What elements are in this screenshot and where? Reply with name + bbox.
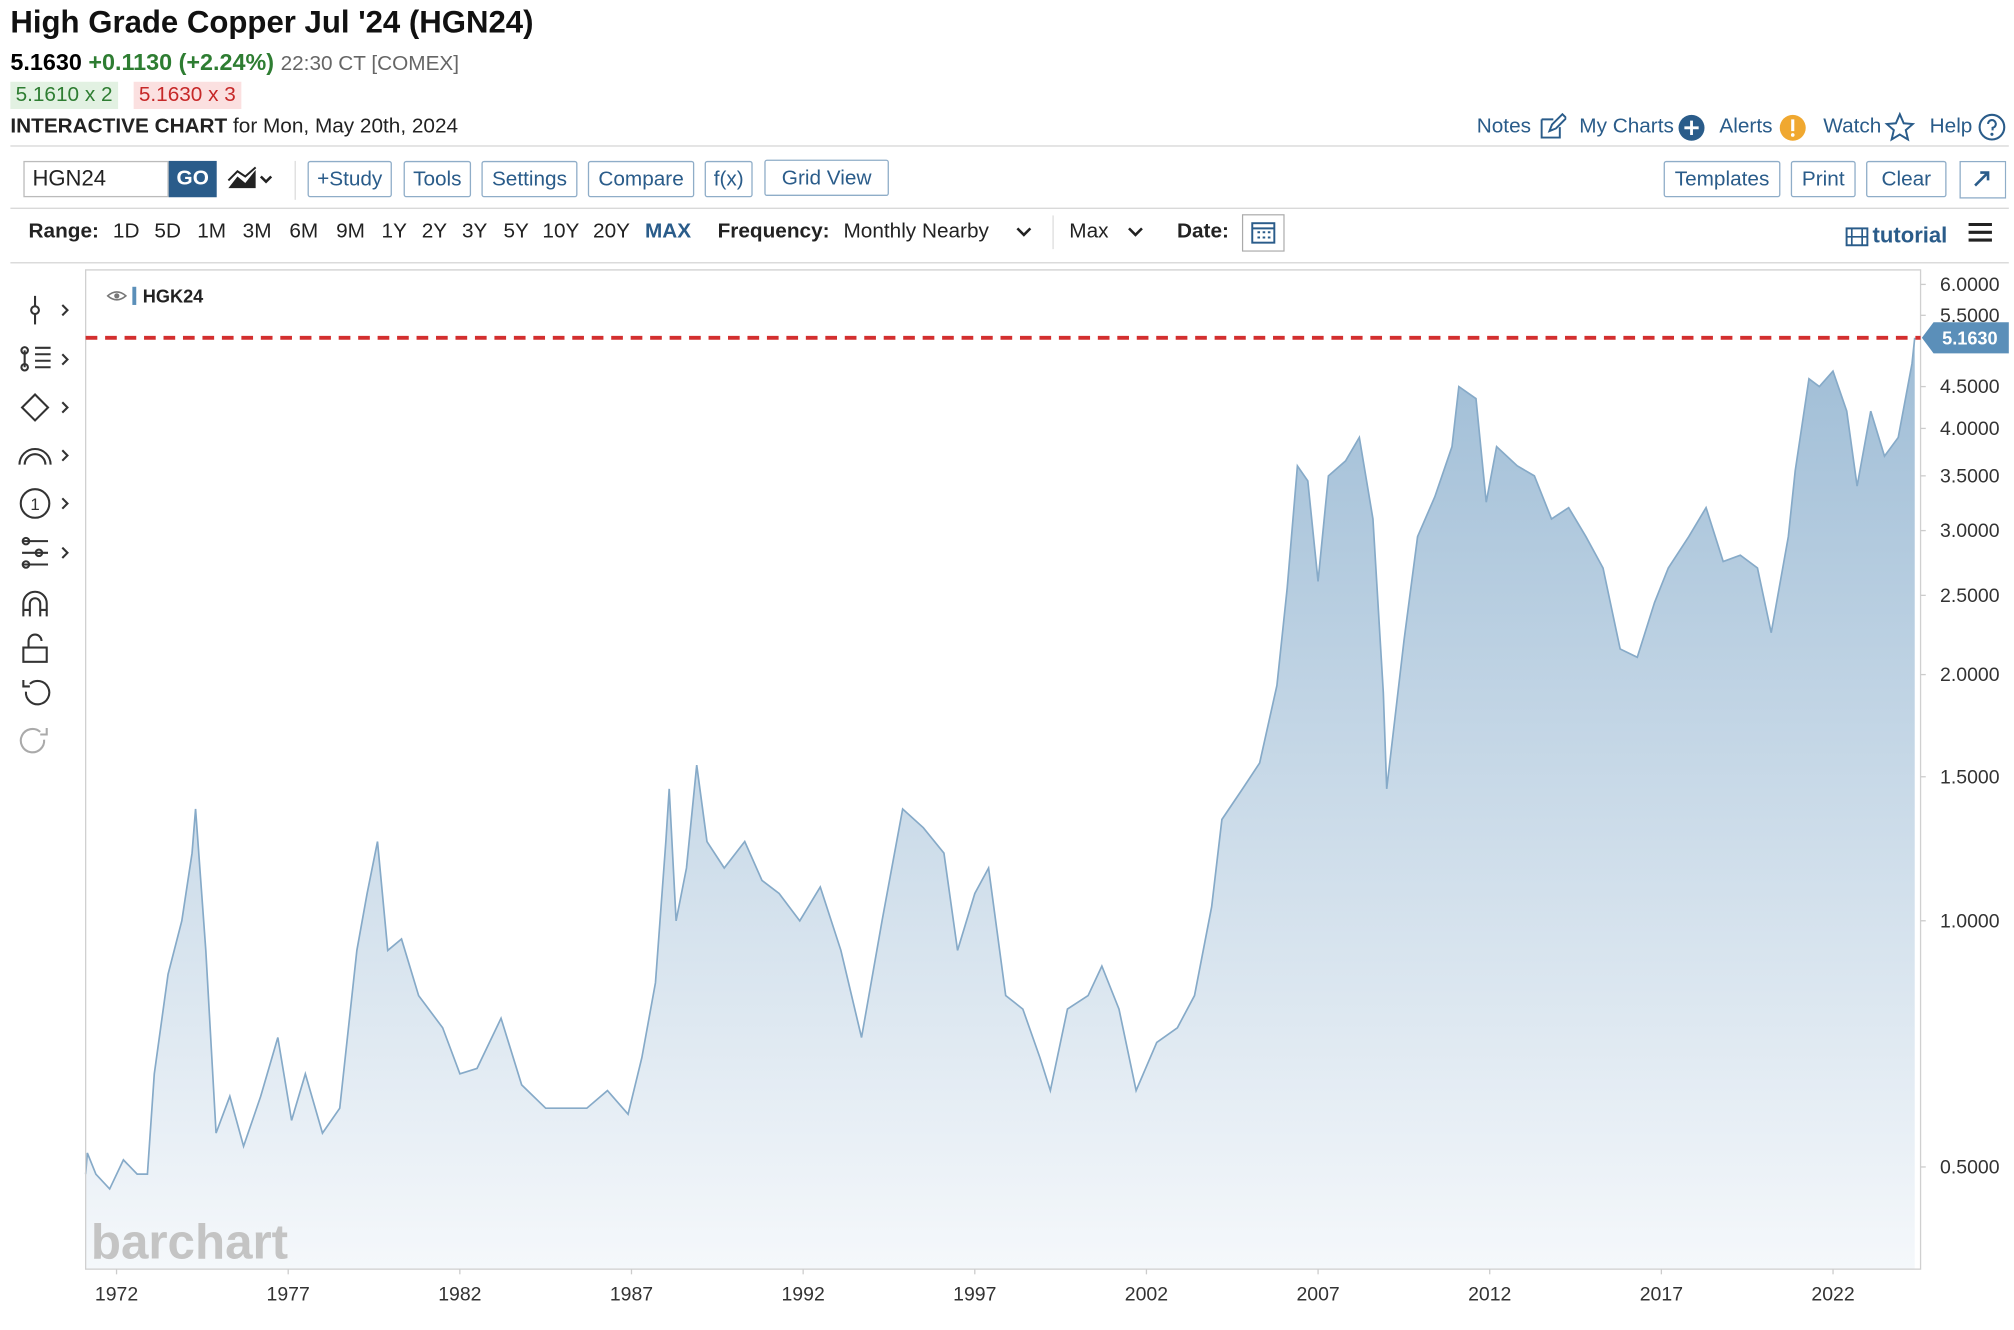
chart-label: INTERACTIVE CHART bbox=[10, 115, 228, 138]
divider bbox=[10, 145, 2009, 147]
x-tick-label: 1977 bbox=[267, 1283, 310, 1305]
x-tick-label: 1987 bbox=[610, 1283, 653, 1305]
separator bbox=[1052, 215, 1054, 250]
compare-button[interactable]: Compare bbox=[587, 160, 695, 198]
symbol-input[interactable]: HGN24 bbox=[23, 160, 169, 198]
x-tick-label: 2022 bbox=[1811, 1283, 1854, 1305]
fx-button[interactable]: f(x) bbox=[704, 160, 753, 198]
area-line bbox=[84, 337, 1916, 1191]
y-tick-label: 2.5000 bbox=[1940, 585, 2000, 607]
x-tick-label: 1972 bbox=[95, 1283, 138, 1305]
templates-button[interactable]: Templates bbox=[1663, 160, 1781, 198]
x-tick-label: 1992 bbox=[781, 1283, 824, 1305]
bid: 5.1610 x 2 bbox=[10, 81, 118, 110]
area-fill bbox=[85, 337, 1915, 1270]
range-option[interactable]: 6M bbox=[289, 220, 319, 243]
y-tick-label: 2.0000 bbox=[1940, 664, 2000, 686]
alerts-icon bbox=[1779, 114, 1806, 141]
date-label: Date: bbox=[1176, 220, 1229, 243]
svg-text:1: 1 bbox=[30, 495, 39, 514]
chevron bbox=[1128, 227, 1143, 237]
x-tick-label: 2017 bbox=[1640, 1283, 1683, 1305]
study-button[interactable]: +Study bbox=[307, 160, 392, 198]
separator bbox=[294, 160, 296, 200]
x-tick-label: 2002 bbox=[1125, 1283, 1168, 1305]
frequency-select[interactable]: Monthly Nearby bbox=[843, 220, 989, 243]
range-option[interactable]: 10Y bbox=[542, 220, 580, 243]
quote-time: 22:30 CT [COMEX] bbox=[280, 53, 460, 76]
date-picker[interactable] bbox=[1241, 214, 1285, 252]
chevron bbox=[1016, 227, 1032, 237]
period-select[interactable]: Max bbox=[1069, 220, 1109, 243]
title: High Grade Copper Jul '24 (HGN24) bbox=[10, 5, 534, 41]
visibility-icon-dot bbox=[114, 293, 120, 299]
y-tick-label: 4.0000 bbox=[1940, 418, 2000, 440]
tutorial-link[interactable]: tutorial bbox=[1872, 223, 1948, 248]
price-change: +0.1130 (+2.24%) bbox=[88, 49, 275, 76]
x-tick-label: 2007 bbox=[1296, 1283, 1339, 1305]
alerts-link[interactable]: Alerts bbox=[1719, 115, 1773, 138]
my-charts-link[interactable]: My Charts bbox=[1579, 115, 1674, 138]
tutorial-icon bbox=[1845, 227, 1869, 247]
notes-link[interactable]: Notes bbox=[1476, 115, 1531, 138]
chart-date: for Mon, May 20th, 2024 bbox=[233, 115, 459, 138]
settings-button[interactable]: Settings bbox=[481, 160, 578, 198]
legend-swatch bbox=[132, 286, 137, 305]
range-option[interactable]: 3M bbox=[242, 220, 272, 243]
legend-label: HGK24 bbox=[143, 286, 204, 306]
last-price: 5.1630 bbox=[10, 49, 82, 76]
range-option[interactable]: 1M bbox=[197, 220, 227, 243]
drawing-tools: 1 bbox=[18, 295, 69, 754]
x-tick-label: 1997 bbox=[953, 1283, 996, 1305]
y-tick-label: 4.5000 bbox=[1940, 376, 2000, 398]
range-option[interactable]: 1Y bbox=[381, 220, 407, 243]
watch-icon bbox=[1884, 111, 1916, 142]
range-option[interactable]: 1D bbox=[112, 220, 140, 243]
chart-type-menu[interactable] bbox=[227, 165, 279, 194]
frequency-label: Frequency: bbox=[717, 220, 830, 243]
watch-link[interactable]: Watch bbox=[1823, 115, 1882, 138]
help-link[interactable]: Help bbox=[1929, 115, 1973, 138]
my-charts-icon bbox=[1678, 114, 1705, 141]
price-label-box bbox=[1921, 322, 2009, 354]
range-option[interactable]: 5D bbox=[154, 220, 181, 243]
chart-heading: INTERACTIVE CHART for Mon, May 20th, 202… bbox=[10, 114, 458, 140]
y-tick-label: 5.5000 bbox=[1940, 305, 2000, 327]
print-button[interactable]: Print bbox=[1790, 160, 1856, 198]
tools-button[interactable]: Tools bbox=[403, 160, 472, 198]
y-tick-label: 3.0000 bbox=[1940, 520, 2000, 542]
plot-frame bbox=[84, 269, 1922, 1270]
x-tick-label: 2012 bbox=[1468, 1283, 1511, 1305]
go-button[interactable]: GO bbox=[168, 160, 217, 198]
watermark: barchart bbox=[91, 1215, 288, 1270]
quote: 5.1630 +0.1130 (+2.24%) 22:30 CT [COMEX] bbox=[10, 48, 459, 79]
y-tick-label: 1.0000 bbox=[1940, 910, 2000, 932]
range-option[interactable]: 3Y bbox=[461, 220, 488, 243]
range-option-active[interactable]: MAX bbox=[644, 220, 692, 243]
range-option[interactable]: 9M bbox=[336, 220, 365, 243]
fullscreen-button[interactable] bbox=[1959, 160, 2007, 200]
clear-button[interactable]: Clear bbox=[1866, 160, 1947, 198]
ask: 5.1630 x 3 bbox=[133, 81, 242, 110]
divider bbox=[10, 207, 2009, 209]
divider bbox=[10, 262, 2009, 264]
y-tick-label: 1.5000 bbox=[1940, 766, 2000, 788]
range-label: Range: bbox=[28, 220, 99, 243]
visibility-icon[interactable] bbox=[106, 291, 128, 301]
notes-icon bbox=[1540, 112, 1567, 139]
y-tick-label: 3.5000 bbox=[1940, 465, 2000, 487]
y-tick-label: 0.5000 bbox=[1940, 1156, 2000, 1178]
x-tick-label: 1982 bbox=[438, 1283, 481, 1305]
range-option[interactable]: 2Y bbox=[421, 220, 448, 243]
menu-button[interactable] bbox=[1967, 221, 1993, 244]
y-tick-label: 6.0000 bbox=[1940, 274, 2000, 296]
price-label: 5.1630 bbox=[1942, 328, 1998, 348]
help-icon bbox=[1978, 113, 2006, 141]
range-option[interactable]: 5Y bbox=[503, 220, 529, 243]
range-option[interactable]: 20Y bbox=[593, 220, 630, 243]
grid-view-button[interactable]: Grid View bbox=[764, 159, 889, 196]
